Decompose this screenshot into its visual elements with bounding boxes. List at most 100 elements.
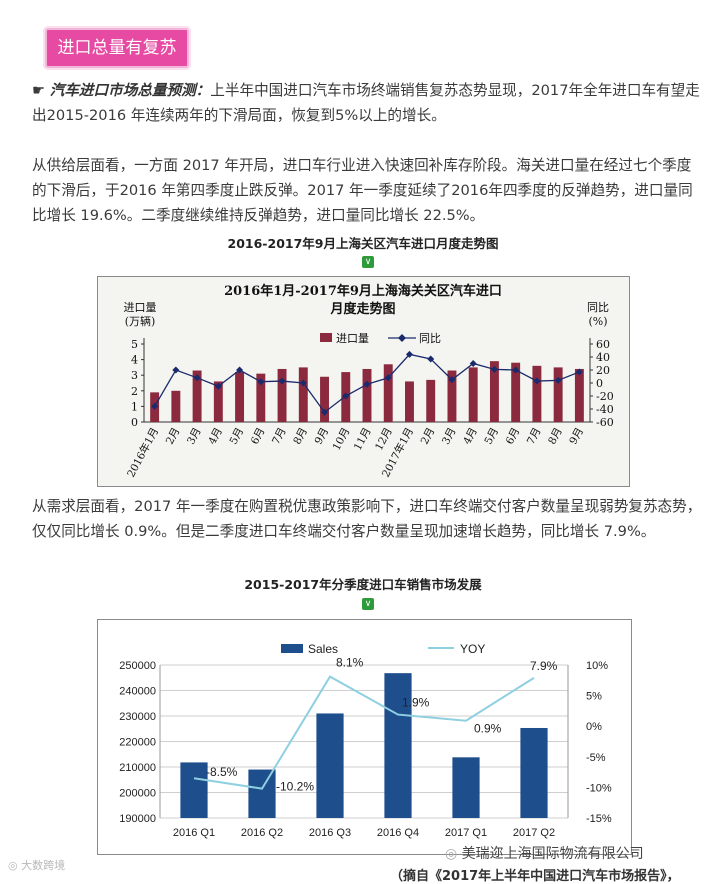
chart2-bar (452, 757, 480, 818)
chart1-yoy-point (278, 377, 286, 385)
chart2-ytick-left-label: 210000 (119, 762, 156, 774)
chart1-yoy-point (299, 379, 307, 387)
chart1-legend-line-marker (398, 334, 406, 342)
chart1-bar (298, 367, 308, 422)
chart1-ylabel-right-1: 同比 (587, 301, 609, 314)
chart1-xtick-label: 7月 (270, 426, 289, 447)
chart2-xtick-label: 2016 Q1 (173, 827, 215, 839)
chart1-yoy-point (214, 382, 222, 390)
wechat-icon: ◎ (8, 859, 18, 872)
chart1-ylabel-left-2: (万辆) (125, 314, 156, 328)
chart1-yoy-point (172, 366, 180, 374)
chart1-xtick-label: 5月 (482, 426, 501, 447)
paragraph-demand: 从需求层面看，2017 年一季度在购置税优惠政策影响下，进口车终端交付客户数量呈… (32, 498, 702, 540)
chart1-bar (489, 361, 499, 422)
chart2-yoy-data-label: 8.1% (336, 656, 364, 670)
chart1-bar (553, 367, 563, 422)
chart1-bar (256, 373, 266, 422)
chart1-bar (532, 365, 542, 422)
chart1-ytick-right-label: 0 (596, 377, 603, 390)
chart1-yoy-point (405, 350, 413, 358)
chart1-bar (320, 376, 329, 422)
chart1-yoy-point (554, 376, 562, 384)
chart2-bar (180, 762, 208, 818)
chart1-ytick-left-label: 4 (131, 354, 138, 367)
chart2-xtick-label: 2017 Q2 (513, 827, 555, 839)
chart1-yoy-point (236, 366, 244, 374)
chart1-ytick-right-label: 40 (596, 351, 610, 364)
chart2-ytick-right-label: -10% (586, 782, 612, 794)
chart1-legend-bar-label: 进口量 (336, 332, 369, 345)
chart1-xtick-label: 9月 (567, 426, 586, 447)
chart2-legend-line-label: YOY (460, 642, 485, 656)
chart1-yoy-point (321, 408, 329, 416)
chart2-ytick-right-label: -15% (586, 813, 612, 825)
chart1-bar (468, 367, 478, 422)
paragraph-forecast-lead: 汽车进口市场总量预测： (49, 82, 211, 99)
chart1-svg: 2016年1月-2017年9月上海海关关区汽车进口月度走势图进口量(万辆)同比(… (124, 283, 614, 479)
chart1-bar (277, 368, 287, 422)
chart1-yoy-point (427, 355, 435, 363)
chart1-yoy-point (533, 377, 541, 385)
chart1-yoy-point (342, 392, 350, 400)
chart1-frame: 2016年1月-2017年9月上海海关关区汽车进口 月度走势图 进口量 (万辆) 同比(… (97, 276, 630, 487)
chart1-xtick-label: 6月 (504, 426, 523, 447)
chart2-yoy-data-label: 0.9% (474, 722, 502, 736)
chart1-ytick-left-label: 0 (131, 416, 138, 429)
chart2-yoy-data-label: -10.2% (276, 780, 314, 794)
chart1-xtick-label: 12月 (373, 426, 395, 453)
chart1-bar (171, 390, 181, 422)
chart2-ytick-right-label: -5% (586, 752, 606, 764)
wechat-logo-icon: ◎ (445, 846, 458, 862)
chart1-ytick-right-label: -40 (596, 403, 614, 416)
chart1-xtick-label: 4月 (206, 426, 225, 447)
chart1-yoy-point (151, 402, 159, 410)
company-watermark: ◎ 美瑞迩上海国际物流有限公司 (445, 846, 644, 862)
chart1-yoy-point (193, 374, 201, 382)
chart2-ytick-left-label: 190000 (119, 813, 156, 825)
chart1-ytick-right-label: -60 (596, 416, 614, 429)
chart1-bar (574, 368, 584, 422)
chart1-ytick-left-label: 3 (131, 369, 138, 382)
watermark-left: ◎ 大数跨境 (8, 859, 66, 872)
chart1-yoy-point (363, 380, 371, 388)
chart1-ytick-left-label: 2 (131, 385, 138, 398)
chart1-title-line2: 月度走势图 (329, 301, 395, 317)
chart1-title-line1: 2016年1月-2017年9月上海海关关区汽车进口 (224, 283, 502, 299)
chart2-xtick-label: 2016 Q2 (241, 827, 283, 839)
chart1-bar (192, 370, 202, 422)
chart2-bar (520, 727, 548, 818)
pointing-hand-icon: ☛ (32, 82, 46, 99)
chart1-yoy-point (257, 378, 265, 386)
chart1-yoy-point (448, 376, 456, 384)
chart1-xtick-label: 2月 (164, 426, 183, 447)
chart1-legend-line-label: 同比 (419, 332, 441, 345)
chart1-xtick-label: 3月 (440, 426, 459, 447)
chart1-ytick-left-label: 1 (131, 400, 138, 413)
chart1-bar (362, 368, 372, 422)
chart1-xtick-label: 3月 (185, 426, 204, 447)
chevron-down-icon-2: ∨ (362, 598, 374, 610)
chart1-xtick-label: 10月 (331, 426, 353, 453)
chart2-svg: Sales YOY 190000 200000 210000 220000 230000 24… (119, 642, 612, 839)
chart2-ytick-right-label: 10% (586, 660, 608, 672)
chart1-xtick-label: 2月 (419, 426, 438, 447)
chart1-xtick-label: 9月 (313, 426, 332, 447)
chart1-bar (511, 362, 521, 422)
chart2-ytick-right-label: 0% (586, 721, 602, 733)
chart2-ytick-left-label: 200000 (119, 788, 156, 800)
chart1-yoy-point (469, 360, 477, 367)
chart1-bar (235, 372, 245, 422)
chart1-xtick-label: 6月 (249, 426, 268, 447)
chart2-legend-bar-swatch (281, 644, 303, 653)
chart2-ytick-left-label: 240000 (119, 686, 156, 698)
chart2-legend-bar-label: Sales (308, 642, 338, 656)
chart1-yoy-point (512, 366, 520, 374)
chart1-ytick-right-label: 60 (596, 338, 610, 351)
chart2-xtick-label: 2017 Q1 (445, 827, 487, 839)
chart2-yoy-data-label: 7.9% (530, 659, 558, 673)
chart2-ytick-left-label: 220000 (119, 737, 156, 749)
chart1-caption: 2016-2017年9月上海关区汽车进口月度走势图 (227, 236, 499, 251)
chart1-bar (426, 379, 436, 422)
chart2-bar (316, 713, 344, 818)
